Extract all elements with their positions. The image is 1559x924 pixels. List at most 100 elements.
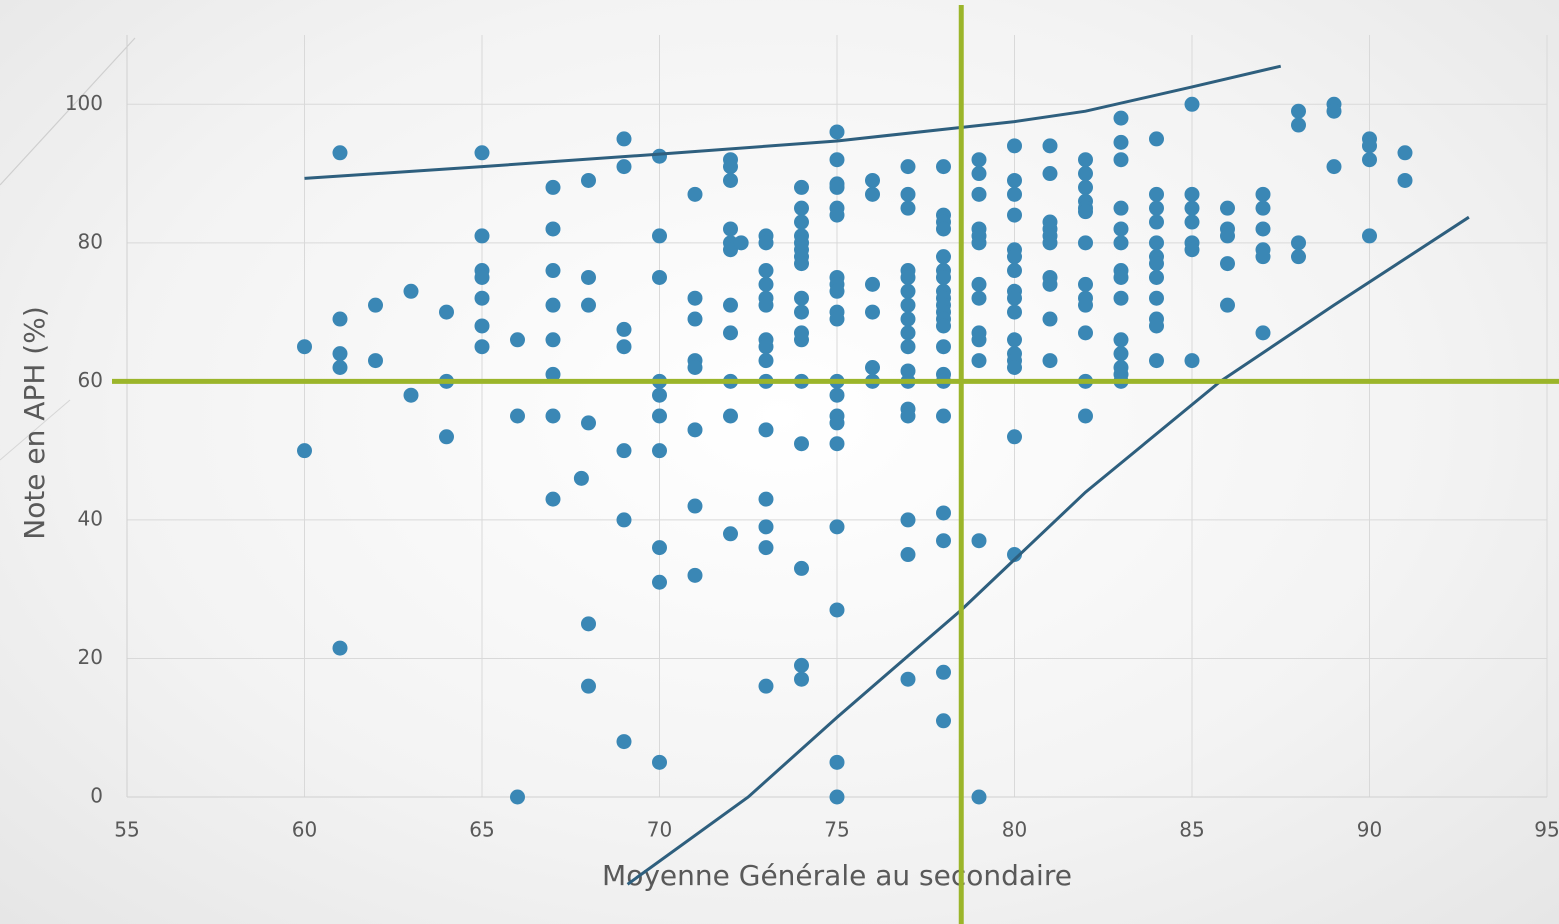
- point: [1220, 297, 1235, 313]
- point: [368, 297, 383, 313]
- point: [1007, 547, 1022, 563]
- point: [1184, 242, 1200, 258]
- point: [1113, 235, 1129, 251]
- point: [1078, 235, 1093, 251]
- point: [616, 321, 632, 337]
- point: [1149, 269, 1164, 285]
- decor-line: [0, 399, 71, 461]
- x-tick-label: 90: [1357, 818, 1382, 842]
- point: [829, 124, 845, 140]
- point: [1397, 145, 1413, 161]
- point: [936, 318, 951, 334]
- point: [1007, 172, 1022, 188]
- point: [687, 360, 703, 376]
- point: [1113, 221, 1129, 237]
- point: [332, 145, 348, 161]
- point: [581, 269, 596, 285]
- point: [403, 387, 419, 403]
- point: [900, 325, 916, 341]
- point: [403, 283, 419, 299]
- point: [652, 387, 667, 403]
- point: [616, 512, 632, 528]
- point: [1042, 311, 1058, 327]
- point: [1255, 249, 1271, 265]
- point: [1149, 186, 1164, 202]
- point: [1113, 332, 1129, 348]
- point: [1078, 408, 1093, 424]
- point: [1007, 249, 1022, 265]
- point: [829, 179, 845, 195]
- point: [829, 754, 845, 770]
- point: [829, 311, 845, 327]
- point: [900, 159, 916, 175]
- y-tick-label: 40: [78, 506, 103, 530]
- x-tick-label: 95: [1534, 818, 1559, 842]
- point: [297, 339, 312, 355]
- point: [1113, 200, 1129, 216]
- point: [297, 443, 312, 459]
- point: [332, 311, 348, 327]
- x-tick-label: 55: [114, 818, 139, 842]
- point: [332, 346, 348, 362]
- x-tick-label: 75: [824, 818, 849, 842]
- point: [652, 443, 667, 459]
- point: [1042, 138, 1058, 154]
- point: [1326, 159, 1342, 175]
- point: [829, 436, 845, 452]
- point: [900, 200, 916, 216]
- point: [758, 235, 774, 251]
- point: [1007, 332, 1022, 348]
- point: [1042, 166, 1058, 182]
- point: [1007, 360, 1022, 376]
- point: [1113, 152, 1129, 168]
- point: [829, 152, 845, 168]
- x-tick-label: 65: [469, 818, 494, 842]
- point: [1078, 276, 1093, 292]
- point: [794, 304, 809, 320]
- point: [545, 332, 561, 348]
- point: [971, 166, 987, 182]
- point: [616, 131, 632, 147]
- point: [900, 363, 916, 379]
- point: [1042, 353, 1058, 369]
- point: [865, 276, 880, 292]
- point: [1149, 214, 1164, 230]
- point: [616, 339, 632, 355]
- point: [900, 311, 916, 327]
- point: [474, 269, 490, 285]
- point: [573, 470, 589, 486]
- point: [794, 332, 809, 348]
- point: [332, 360, 348, 376]
- decor-line: [0, 37, 136, 186]
- point: [829, 789, 845, 805]
- point: [1184, 200, 1200, 216]
- point: [971, 789, 987, 805]
- point: [865, 304, 880, 320]
- point: [687, 311, 703, 327]
- point: [439, 304, 454, 320]
- point: [1362, 228, 1377, 244]
- point: [900, 297, 916, 313]
- point: [865, 172, 880, 188]
- point: [652, 754, 667, 770]
- point: [581, 678, 596, 694]
- point: [723, 408, 738, 424]
- point: [1149, 290, 1164, 306]
- point: [545, 179, 561, 195]
- point: [865, 360, 880, 376]
- point: [1291, 117, 1306, 133]
- point: [794, 179, 809, 195]
- point: [1007, 429, 1022, 445]
- point: [794, 290, 809, 306]
- x-axis-title: Moyenne Générale au secondaire: [602, 859, 1072, 892]
- point: [794, 436, 809, 452]
- point: [1078, 152, 1093, 168]
- point: [1291, 235, 1306, 251]
- point: [474, 228, 490, 244]
- point: [900, 408, 916, 424]
- point: [474, 145, 490, 161]
- point: [1078, 325, 1093, 341]
- y-tick-label: 100: [65, 91, 103, 115]
- point: [439, 429, 454, 445]
